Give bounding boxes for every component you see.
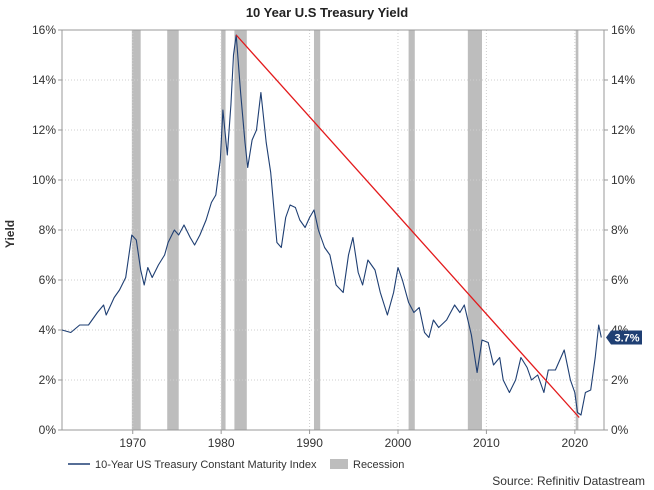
x-tick-label: 2000 (385, 436, 412, 450)
last-value-badge: 3.7% (606, 330, 642, 345)
y-axis-left: 0% 2% 4% 6% 8% 10% 12% 14% 16% (32, 23, 62, 437)
y-tick-label-left: 16% (32, 23, 56, 37)
x-tick-label: 2020 (561, 436, 588, 450)
chart-title: 10 Year U.S Treasury Yield (246, 5, 408, 20)
y-tick-label-left: 6% (39, 273, 57, 287)
y-tick-label-right: 12% (611, 123, 635, 137)
legend-label-series: 10-Year US Treasury Constant Maturity In… (95, 459, 317, 471)
y-tick-label-left: 0% (39, 423, 57, 437)
y-tick-label-right: 14% (611, 73, 635, 87)
gridlines (62, 30, 604, 430)
y-tick-label-left: 14% (32, 73, 56, 87)
y-tick-label-right: 8% (611, 223, 629, 237)
x-tick-label: 2010 (473, 436, 500, 450)
y-tick-label-left: 12% (32, 123, 56, 137)
y-tick-label-right: 6% (611, 273, 629, 287)
series-lines (61, 34, 602, 418)
x-tick-label: 1990 (296, 436, 323, 450)
y-tick-label-right: 0% (611, 423, 629, 437)
recession-band-7 (467, 30, 482, 430)
trend-line (235, 34, 580, 418)
y-tick-label-left: 10% (32, 173, 56, 187)
x-tick-label: 1980 (208, 436, 235, 450)
recession-band-2 (167, 30, 179, 430)
y-tick-label-right: 16% (611, 23, 635, 37)
recession-band-3 (221, 30, 226, 430)
source-note: Source: Refinitiv Datastream (492, 474, 645, 488)
y-tick-label-right: 2% (611, 373, 629, 387)
legend: 10-Year US Treasury Constant Maturity In… (68, 459, 404, 471)
y-axis-right: 0%2%4%6%8%10%12%14%16% (604, 23, 635, 437)
y-tick-label-right: 10% (611, 173, 635, 187)
legend-label-recession: Recession (353, 459, 404, 471)
y-axis-label: Yield (3, 220, 17, 248)
series-line-treasury-yield (61, 34, 602, 416)
last-value-badge-shape (606, 330, 642, 345)
y-tick-label-left: 4% (39, 323, 57, 337)
y-tick-label-left: 2% (39, 373, 57, 387)
x-axis: 1970 1980 1990 2000 2010 2020 (119, 430, 588, 450)
recession-band-1 (131, 30, 141, 430)
y-tick-label-left: 8% (39, 223, 57, 237)
x-tick-label: 1970 (119, 436, 146, 450)
legend-swatch-recession (330, 459, 348, 469)
recession-band-8 (575, 30, 579, 430)
last-value-label: 3.7% (614, 333, 639, 345)
